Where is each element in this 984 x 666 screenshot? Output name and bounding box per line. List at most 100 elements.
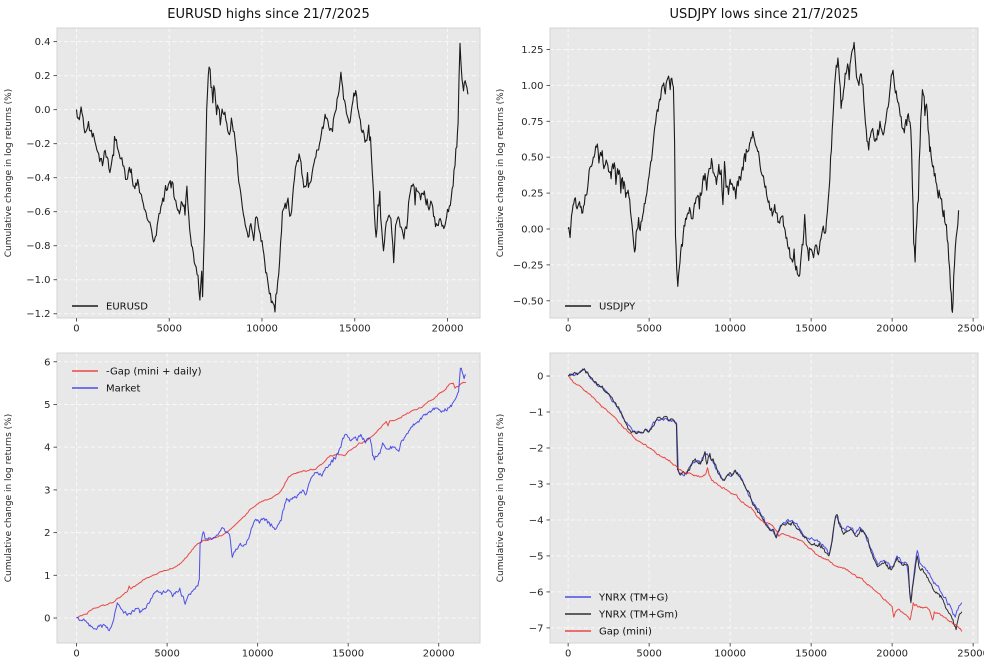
axes-spine xyxy=(56,352,481,644)
y-tick-label: −0.4 xyxy=(26,173,50,184)
series-line-gap-mini xyxy=(567,375,963,632)
x-tick-label: 5000 xyxy=(636,324,661,334)
axes-spine xyxy=(56,27,481,319)
y-tick-label: −0.6 xyxy=(26,207,50,218)
y-tick-label: −0.25 xyxy=(513,260,544,271)
y-tick-label: −1.0 xyxy=(26,275,50,286)
y-tick-label: −0.2 xyxy=(26,139,50,150)
x-tick-label: 5000 xyxy=(636,649,661,660)
y-tick-label: 0 xyxy=(537,372,543,383)
y-tick-label: −5 xyxy=(529,551,544,562)
chart-svg: 0 5000 10000 15000 20000 6 5 4 3 2 1 0 Cumulative ch… xyxy=(4,352,481,660)
y-tick-label: 2 xyxy=(44,528,50,539)
y-tick-label: −0.8 xyxy=(26,241,50,252)
y-tick-label: −1 xyxy=(529,408,544,419)
axis-ticks: 0 5000 10000 15000 20000 6 5 4 3 2 1 0 xyxy=(44,357,454,659)
y-tick-label: 0.75 xyxy=(521,117,543,128)
y-tick-label: 0.4 xyxy=(35,37,51,48)
plot-background xyxy=(57,28,480,318)
grid xyxy=(57,28,480,318)
y-axis-label: Cumulative change in log returns (%) xyxy=(496,414,506,583)
y-tick-label: 5 xyxy=(44,400,50,411)
y-axis-label: Cumulative change in log returns (%) xyxy=(4,414,14,583)
x-tick-label: 15000 xyxy=(332,649,364,660)
legend: USDJPY xyxy=(565,302,636,313)
legend-label: EURUSD xyxy=(106,302,148,313)
grid xyxy=(57,353,480,643)
plot-background xyxy=(57,353,480,643)
legend-label: -Gap (mini + daily) xyxy=(106,367,202,378)
axes-spine xyxy=(549,27,979,319)
chart-svg: 0 5000 10000 15000 20000 0.4 0.2 0.0 −0.2 −0.4 −0.… xyxy=(4,7,481,333)
y-tick-label: −7 xyxy=(529,623,544,634)
series-group xyxy=(567,368,963,632)
series-line-eurusd xyxy=(75,42,469,313)
legend: EURUSD xyxy=(72,302,148,313)
x-tick-label: 0 xyxy=(73,324,79,334)
y-tick-label: 0 xyxy=(44,614,50,625)
x-tick-label: 15000 xyxy=(339,324,371,334)
y-tick-label: 0.50 xyxy=(521,153,543,164)
y-tick-label: −2 xyxy=(529,443,544,454)
y-tick-label: 6 xyxy=(44,357,50,368)
axes-spine xyxy=(549,352,979,644)
x-tick-label: 20000 xyxy=(423,649,455,660)
y-tick-label: 0.2 xyxy=(35,71,51,82)
x-tick-label: 15000 xyxy=(795,649,827,660)
legend-label: USDJPY xyxy=(599,302,636,313)
y-tick-label: 0.25 xyxy=(521,189,543,200)
series-group xyxy=(567,41,960,313)
series-line-gap-mini-daily xyxy=(76,381,467,619)
y-tick-label: −0.50 xyxy=(513,296,544,307)
y-tick-label: 0.0 xyxy=(35,105,51,116)
x-tick-label: 20000 xyxy=(432,324,464,334)
x-tick-label: 15000 xyxy=(795,324,827,334)
x-tick-label: 20000 xyxy=(876,324,908,334)
x-tick-label: 5000 xyxy=(154,649,179,660)
series-group xyxy=(76,367,467,632)
legend-label: Gap (mini) xyxy=(599,627,652,638)
series-line-market xyxy=(76,367,467,632)
y-tick-label: 3 xyxy=(44,485,50,496)
y-tick-label: 4 xyxy=(44,443,50,454)
legend: -Gap (mini + daily) Market xyxy=(72,367,202,395)
series-group xyxy=(75,42,469,313)
y-tick-label: 1.00 xyxy=(521,81,543,92)
chart-title: EURUSD highs since 21/7/2025 xyxy=(167,7,369,22)
chart-title: USDJPY lows since 21/7/2025 xyxy=(670,7,859,22)
x-tick-label: 10000 xyxy=(714,649,746,660)
legend-label: YNRX (TM+G) xyxy=(598,593,668,604)
x-tick-label: 0 xyxy=(565,649,571,660)
x-tick-label: 10000 xyxy=(242,649,274,660)
y-tick-label: −6 xyxy=(529,587,544,598)
x-tick-label: 0 xyxy=(73,649,79,660)
grid xyxy=(550,353,978,643)
y-tick-label: 1.25 xyxy=(521,45,543,56)
y-tick-label: −3 xyxy=(529,479,544,490)
series-line-usdjpy xyxy=(567,41,960,313)
legend: YNRX (TM+G) YNRX (TM+Gm) Gap (mini) xyxy=(565,593,678,638)
subplot-eurusd-highs: 0 5000 10000 15000 20000 0.4 0.2 0.0 −0.2 −0.4 −0.… xyxy=(0,0,492,333)
y-axis-label: Cumulative change in log returns (%) xyxy=(4,89,14,258)
plot-background xyxy=(550,353,978,643)
y-tick-label: 0.00 xyxy=(521,224,543,235)
y-tick-label: −1.2 xyxy=(26,309,50,320)
x-tick-label: 10000 xyxy=(246,324,278,334)
y-tick-label: −4 xyxy=(529,515,544,526)
subplot-gap-vs-market: 0 5000 10000 15000 20000 6 5 4 3 2 1 0 Cumulative ch… xyxy=(0,333,492,666)
x-tick-label: 0 xyxy=(565,324,571,334)
y-tick-label: 1 xyxy=(44,571,50,582)
x-tick-label: 5000 xyxy=(157,324,182,334)
axis-ticks: 0 5000 10000 15000 20000 0.4 0.2 0.0 −0.2 −0.4 −0.… xyxy=(26,37,463,333)
plot-background xyxy=(550,28,978,318)
grid xyxy=(550,28,978,318)
x-tick-label: 20000 xyxy=(876,649,908,660)
